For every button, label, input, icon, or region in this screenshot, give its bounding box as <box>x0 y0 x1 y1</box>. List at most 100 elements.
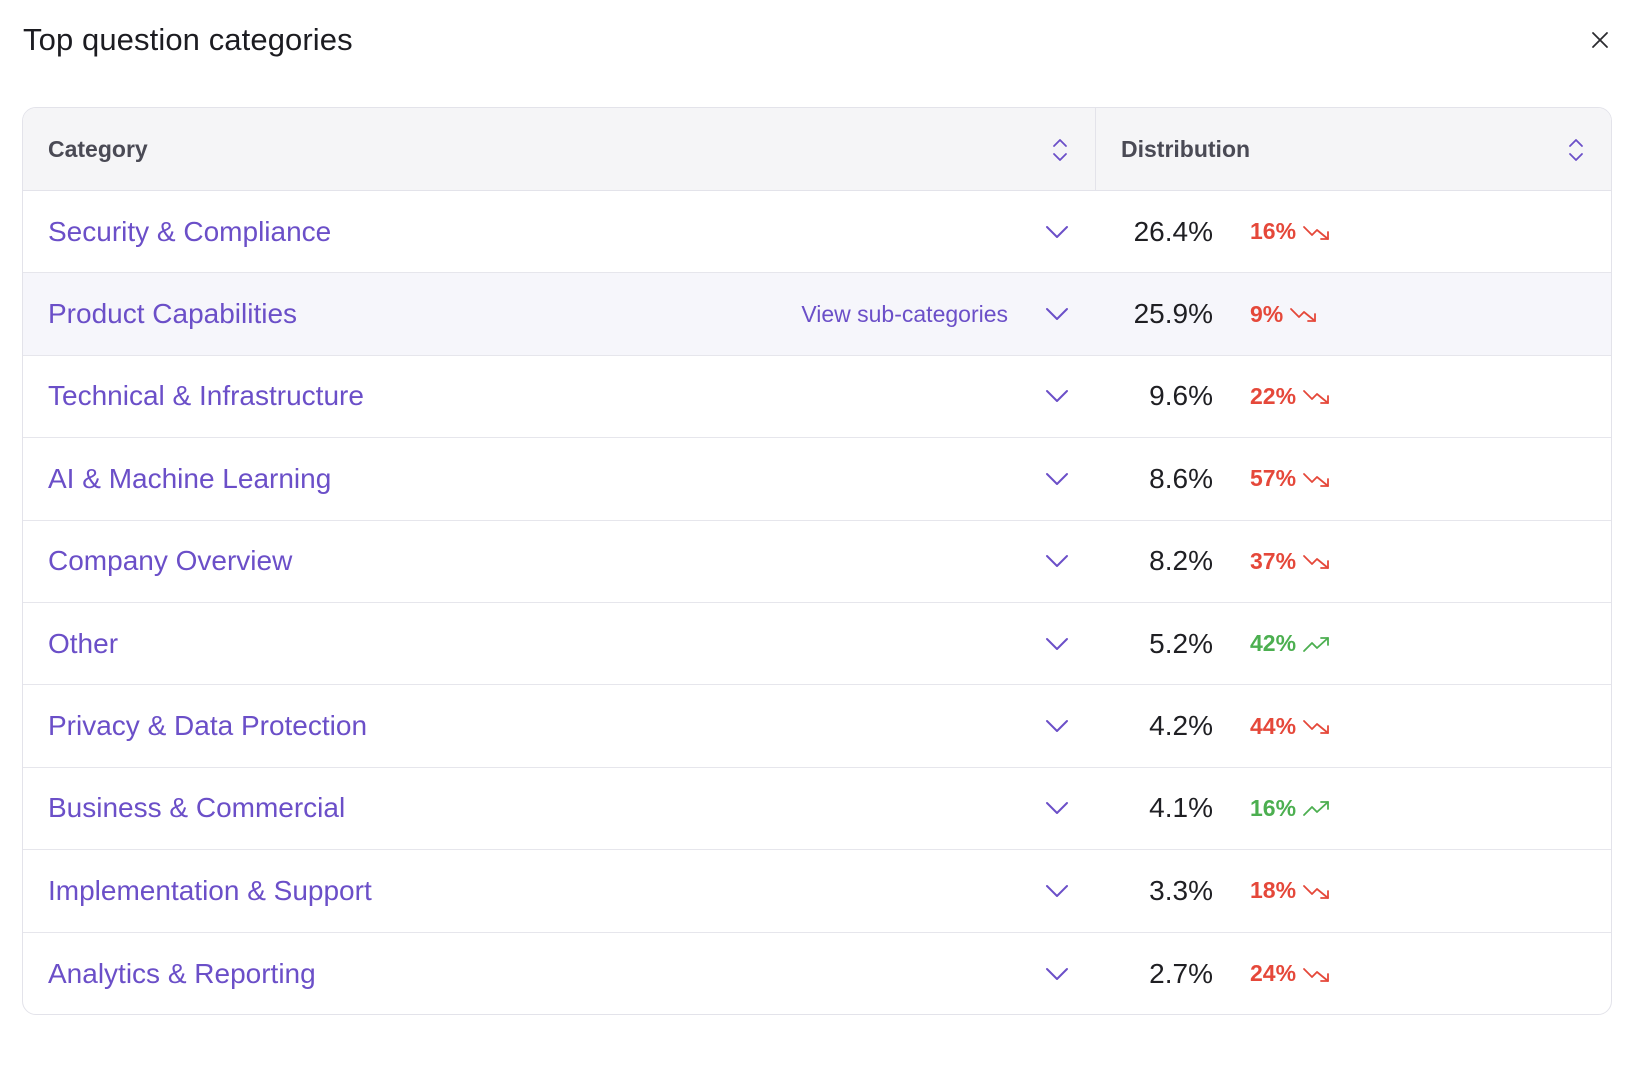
category-name[interactable]: Other <box>48 627 119 659</box>
table-row[interactable]: Implementation & Support 3.3% 18% <box>23 850 1611 933</box>
category-name[interactable]: Technical & Infrastructure <box>48 380 364 412</box>
column-header-label: Distribution <box>1121 135 1251 162</box>
category-name[interactable]: Security & Compliance <box>48 215 332 247</box>
trend-value: 24% <box>1250 960 1297 987</box>
distribution-value: 4.2% <box>1149 710 1213 742</box>
category-cell: Business & Commercial <box>23 768 1096 849</box>
distribution-cell: 26.4% 16% <box>1096 191 1611 272</box>
category-cell: Technical & Infrastructure <box>23 356 1096 437</box>
chevron-down-icon[interactable] <box>1043 304 1071 324</box>
trend-down-icon <box>1303 390 1329 405</box>
category-name[interactable]: Privacy & Data Protection <box>48 710 368 742</box>
trend-badge: 16% <box>1250 795 1332 822</box>
category-cell: Analytics & Reporting <box>23 933 1096 1014</box>
table-row[interactable]: Analytics & Reporting 2.7% 24% <box>23 933 1611 1014</box>
trend-value: 9% <box>1250 300 1284 327</box>
distribution-value: 2.7% <box>1149 957 1213 989</box>
view-sub-categories-link[interactable]: View sub-categories <box>801 300 1008 327</box>
trend-value: 22% <box>1250 382 1297 409</box>
trend-value: 16% <box>1250 218 1297 245</box>
trend-down-icon <box>1303 225 1329 240</box>
chevron-down-icon[interactable] <box>1043 798 1071 818</box>
trend-value: 57% <box>1250 465 1297 492</box>
distribution-cell: 2.7% 24% <box>1096 933 1611 1014</box>
category-cell: Product Capabilities View sub-categories <box>23 273 1096 354</box>
chevron-down-icon[interactable] <box>1043 222 1071 242</box>
close-button[interactable] <box>1588 28 1612 52</box>
trend-badge: 42% <box>1250 630 1332 657</box>
category-cell: Implementation & Support <box>23 850 1096 931</box>
distribution-value: 26.4% <box>1133 215 1213 247</box>
trend-badge: 9% <box>1250 301 1319 328</box>
trend-value: 16% <box>1250 794 1297 821</box>
chevron-down-icon[interactable] <box>1043 386 1071 406</box>
distribution-cell: 3.3% 18% <box>1096 850 1611 931</box>
category-name[interactable]: Product Capabilities <box>48 298 298 330</box>
distribution-cell: 8.6% 57% <box>1096 438 1611 519</box>
trend-badge: 18% <box>1250 877 1332 904</box>
distribution-value: 4.1% <box>1149 792 1213 824</box>
chevron-down-icon[interactable] <box>1043 716 1071 736</box>
distribution-value: 25.9% <box>1133 298 1213 330</box>
category-cell: Security & Compliance <box>23 191 1096 272</box>
categories-table: Category Distribution Security & Complia… <box>22 107 1612 1015</box>
table-row[interactable]: Technical & Infrastructure 9.6% 22% <box>23 356 1611 439</box>
trend-badge: 57% <box>1250 465 1332 492</box>
trend-value: 37% <box>1250 547 1297 574</box>
distribution-cell: 9.6% 22% <box>1096 356 1611 437</box>
table-row[interactable]: Company Overview 8.2% 37% <box>23 521 1611 603</box>
distribution-value: 8.2% <box>1149 545 1213 577</box>
distribution-value: 5.2% <box>1149 627 1213 659</box>
table-header: Category Distribution <box>23 108 1611 191</box>
table-row[interactable]: Other 5.2% 42% <box>23 603 1611 686</box>
chevron-down-icon[interactable] <box>1043 634 1071 654</box>
trend-up-icon <box>1303 801 1329 817</box>
trend-up-icon <box>1303 636 1329 652</box>
sort-icon[interactable] <box>1049 135 1071 165</box>
table-row[interactable]: AI & Machine Learning 8.6% 57% <box>23 438 1611 521</box>
table-row[interactable]: Privacy & Data Protection 4.2% 44% <box>23 685 1611 768</box>
trend-badge: 44% <box>1250 713 1332 740</box>
chevron-down-icon[interactable] <box>1043 551 1071 571</box>
chevron-down-icon[interactable] <box>1043 964 1071 984</box>
modal-title: Top question categories <box>23 22 353 57</box>
category-name[interactable]: Analytics & Reporting <box>48 957 316 989</box>
table-row[interactable]: Security & Compliance 26.4% 16% <box>23 191 1611 274</box>
category-name[interactable]: AI & Machine Learning <box>48 462 332 494</box>
table-row[interactable]: Business & Commercial 4.1% 16% <box>23 768 1611 851</box>
distribution-value: 3.3% <box>1149 874 1213 906</box>
trend-down-icon <box>1303 967 1329 982</box>
distribution-cell: 8.2% 37% <box>1096 521 1611 602</box>
trend-down-icon <box>1303 884 1329 899</box>
distribution-cell: 4.2% 44% <box>1096 685 1611 766</box>
trend-down-icon <box>1303 472 1329 487</box>
distribution-cell: 25.9% 9% <box>1096 273 1611 354</box>
category-cell: Other <box>23 603 1096 684</box>
category-cell: Company Overview <box>23 521 1096 602</box>
column-header-label: Category <box>48 135 148 162</box>
trend-value: 18% <box>1250 877 1297 904</box>
trend-down-icon <box>1303 720 1329 734</box>
sort-icon[interactable] <box>1565 135 1587 165</box>
column-header-category[interactable]: Category <box>23 108 1096 190</box>
trend-value: 42% <box>1250 630 1297 657</box>
category-cell: AI & Machine Learning <box>23 438 1096 519</box>
category-name[interactable]: Company Overview <box>48 545 293 577</box>
trend-down-icon <box>1303 555 1329 570</box>
distribution-cell: 4.1% 16% <box>1096 768 1611 849</box>
column-header-distribution[interactable]: Distribution <box>1096 108 1611 190</box>
table-row[interactable]: Product Capabilities View sub-categories 2… <box>23 273 1611 356</box>
category-name[interactable]: Business & Commercial <box>48 792 346 824</box>
distribution-cell: 5.2% 42% <box>1096 603 1611 684</box>
trend-badge: 37% <box>1250 548 1332 575</box>
distribution-value: 8.6% <box>1149 462 1213 494</box>
chevron-down-icon[interactable] <box>1043 469 1071 489</box>
category-cell: Privacy & Data Protection <box>23 685 1096 766</box>
trend-badge: 22% <box>1250 383 1332 410</box>
chevron-down-icon[interactable] <box>1043 881 1071 901</box>
close-icon <box>1592 32 1608 48</box>
trend-badge: 16% <box>1250 218 1332 245</box>
trend-down-icon <box>1290 308 1317 322</box>
category-name[interactable]: Implementation & Support <box>48 874 372 906</box>
